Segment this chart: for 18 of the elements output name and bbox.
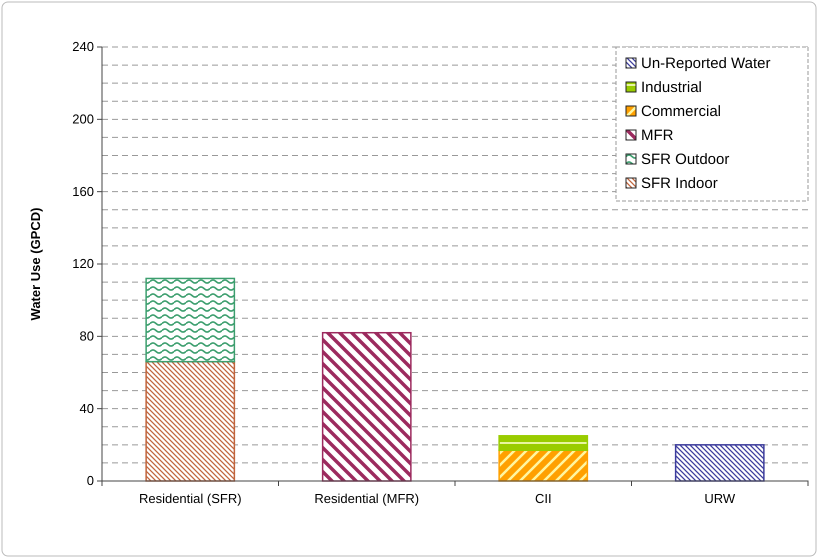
x-tick-label: Residential (SFR) bbox=[138, 491, 242, 506]
legend-label: MFR bbox=[641, 127, 674, 144]
y-tick-label: 80 bbox=[80, 328, 94, 344]
legend-label: Commercial bbox=[641, 103, 722, 120]
x-tick-label: URW bbox=[704, 491, 736, 506]
legend-label: Un-Reported Water bbox=[641, 55, 770, 72]
x-tick-label: CII bbox=[534, 491, 552, 506]
y-tick-label: 240 bbox=[72, 39, 94, 54]
x-tick-label: Residential (MFR) bbox=[314, 491, 420, 506]
y-tick-label: 200 bbox=[72, 111, 94, 126]
legend-label: SFR Outdoor bbox=[641, 151, 730, 168]
legend-label: Industrial bbox=[641, 79, 702, 96]
y-tick-label: 120 bbox=[72, 256, 94, 272]
y-axis-title: Water Use (GPCD) bbox=[28, 208, 43, 320]
legend-label: SFR Indoor bbox=[641, 175, 718, 192]
y-tick-label: 0 bbox=[86, 473, 94, 488]
y-tick-label: 160 bbox=[72, 184, 94, 199]
y-tick-label: 40 bbox=[80, 400, 94, 416]
